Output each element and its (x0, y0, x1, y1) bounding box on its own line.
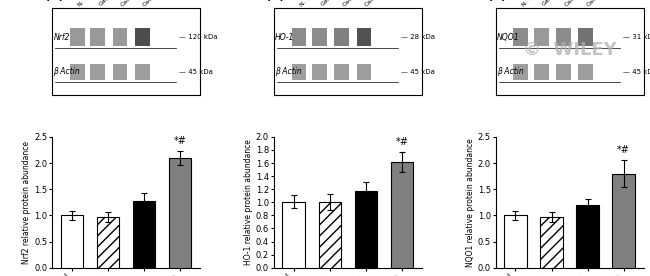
Text: Cad+Gala: Cad+Gala (142, 0, 168, 7)
Bar (355, 190, 377, 268)
Bar (318, 202, 341, 268)
Bar (335, 64, 349, 80)
Bar (534, 64, 549, 80)
Bar (292, 28, 306, 46)
Bar (534, 28, 549, 46)
Bar (357, 28, 371, 46)
Bar (312, 28, 327, 46)
Y-axis label: NQO1 relative protein abundance: NQO1 relative protein abundance (466, 138, 475, 267)
Bar (312, 64, 327, 80)
Text: — 45 kDa: — 45 kDa (179, 69, 213, 75)
Text: N. Control: N. Control (521, 0, 547, 7)
Y-axis label: Nrf2 relative protein abundance: Nrf2 relative protein abundance (22, 141, 31, 264)
Text: Galangin: Galangin (98, 0, 122, 7)
Bar (504, 215, 526, 268)
Text: HO-1: HO-1 (276, 33, 294, 42)
Text: — 31 kDa: — 31 kDa (623, 34, 650, 40)
Bar (514, 28, 528, 46)
Bar (292, 64, 306, 80)
Text: NQO1: NQO1 (497, 33, 520, 42)
Text: *#: *# (618, 145, 630, 155)
Bar (335, 28, 349, 46)
Text: Cadmium: Cadmium (120, 0, 145, 7)
Text: N. Control: N. Control (299, 0, 325, 7)
Text: Cad+Gala: Cad+Gala (364, 0, 390, 7)
Text: (A): (A) (45, 0, 64, 1)
Bar (391, 162, 413, 268)
Bar (90, 64, 105, 80)
Text: β Actin: β Actin (497, 67, 524, 76)
Bar (514, 64, 528, 80)
Text: β Actin: β Actin (276, 67, 302, 76)
Bar (612, 174, 635, 268)
Bar (578, 28, 593, 46)
Text: β Actin: β Actin (53, 67, 80, 76)
Text: (B): (B) (266, 0, 285, 1)
Bar (112, 28, 127, 46)
Bar (112, 64, 127, 80)
Text: — 28 kDa: — 28 kDa (401, 34, 435, 40)
Bar (133, 201, 155, 268)
Bar (577, 205, 599, 268)
Text: *#: *# (174, 136, 187, 146)
Text: (C): (C) (488, 0, 506, 1)
Text: Galangin: Galangin (541, 0, 565, 7)
Bar (283, 202, 305, 268)
Bar (578, 64, 593, 80)
Bar (556, 64, 571, 80)
Text: — 45 kDa: — 45 kDa (623, 69, 650, 75)
Text: Galangin: Galangin (320, 0, 343, 7)
Bar (135, 64, 150, 80)
Text: Cad+Gala: Cad+Gala (586, 0, 612, 7)
Bar (169, 158, 191, 268)
Bar (70, 64, 84, 80)
Y-axis label: HO-1 relative protein abundance: HO-1 relative protein abundance (244, 139, 253, 265)
Bar (135, 28, 150, 46)
Bar (357, 64, 371, 80)
Text: Cadmium: Cadmium (564, 0, 588, 7)
Bar (556, 28, 571, 46)
Bar (97, 217, 119, 268)
Text: *#: *# (395, 137, 408, 147)
Bar (540, 217, 563, 268)
Bar (70, 28, 84, 46)
Text: Cadmium: Cadmium (342, 0, 367, 7)
Bar (90, 28, 105, 46)
Text: — 120 kDa: — 120 kDa (179, 34, 218, 40)
Text: Nrf2: Nrf2 (53, 33, 70, 42)
Text: — 45 kDa: — 45 kDa (401, 69, 435, 75)
Text: N. Control: N. Control (77, 0, 103, 7)
Text: ©  WILEY: © WILEY (523, 41, 616, 59)
Bar (60, 215, 83, 268)
